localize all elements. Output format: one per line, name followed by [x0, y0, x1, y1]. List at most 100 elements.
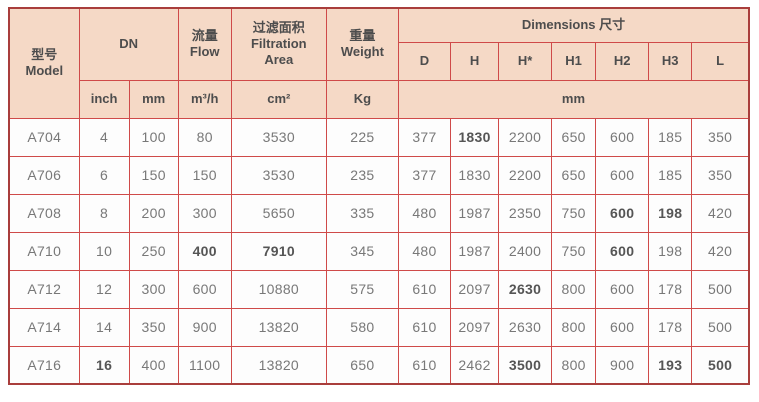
- model-cell: A706: [8, 155, 80, 195]
- model-cell: A716: [8, 345, 80, 385]
- table-body: A704 4 100 80 3530 225 377 1830 2200 650 600 185 350…: [8, 117, 750, 385]
- value-cell: 3530: [230, 155, 327, 195]
- value-cell: 10880: [230, 269, 327, 309]
- model-cell: A712: [8, 269, 80, 309]
- value-cell: 480: [397, 231, 451, 271]
- table-row: A708 8 200 300 5650 335 480 1987 2350 750 600 198 42…: [8, 193, 750, 233]
- value-cell: 8: [78, 193, 130, 233]
- value-cell: 350: [691, 117, 750, 157]
- value-cell: 225: [325, 117, 399, 157]
- value-cell: 2630: [498, 269, 553, 309]
- value-cell: 500: [691, 345, 750, 385]
- value-cell: 7910: [230, 231, 327, 271]
- table-row: A716 16 400 1100 13820 650 610 2462 3500 800 900 19…: [8, 345, 750, 385]
- value-cell: 650: [325, 345, 399, 385]
- value-cell: 350: [128, 307, 179, 347]
- header-dim-hstar: H*: [498, 41, 553, 81]
- value-cell: 250: [128, 231, 179, 271]
- header-dim-l: L: [691, 41, 750, 81]
- value-cell: 2097: [449, 307, 500, 347]
- value-cell: 350: [691, 155, 750, 195]
- value-cell: 610: [397, 269, 451, 309]
- header-dim-h: H: [449, 41, 500, 81]
- value-cell: 3530: [230, 117, 327, 157]
- spec-table: 型号 Model DN 流量 Flow 过滤面积 Filtration Area…: [8, 7, 750, 385]
- value-cell: 200: [128, 193, 179, 233]
- value-cell: 1830: [449, 155, 500, 195]
- table-row: A704 4 100 80 3530 225 377 1830 2200 650 600 185 350: [8, 117, 750, 157]
- header-dim-h2: H2: [595, 41, 650, 81]
- table-header: 型号 Model DN 流量 Flow 过滤面积 Filtration Area…: [8, 7, 750, 119]
- unit-weight: Kg: [325, 79, 399, 119]
- value-cell: 3500: [498, 345, 553, 385]
- value-cell: 600: [595, 231, 650, 271]
- value-cell: 100: [128, 117, 179, 157]
- value-cell: 185: [648, 155, 693, 195]
- model-cell: A714: [8, 307, 80, 347]
- header-flow: 流量 Flow: [177, 7, 232, 81]
- value-cell: 800: [551, 345, 597, 385]
- value-cell: 198: [648, 231, 693, 271]
- value-cell: 600: [595, 155, 650, 195]
- value-cell: 750: [551, 231, 597, 271]
- header-dim-d: D: [397, 41, 451, 81]
- value-cell: 900: [177, 307, 232, 347]
- value-cell: 420: [691, 193, 750, 233]
- unit-flow: m³/h: [177, 79, 232, 119]
- value-cell: 300: [128, 269, 179, 309]
- value-cell: 198: [648, 193, 693, 233]
- value-cell: 650: [551, 117, 597, 157]
- value-cell: 300: [177, 193, 232, 233]
- value-cell: 16: [78, 345, 130, 385]
- header-dim-h1: H1: [551, 41, 597, 81]
- value-cell: 600: [177, 269, 232, 309]
- value-cell: 80: [177, 117, 232, 157]
- value-cell: 10: [78, 231, 130, 271]
- value-cell: 2350: [498, 193, 553, 233]
- value-cell: 12: [78, 269, 130, 309]
- header-weight: 重量 Weight: [325, 7, 399, 81]
- value-cell: 335: [325, 193, 399, 233]
- header-dn: DN: [78, 7, 179, 81]
- value-cell: 13820: [230, 307, 327, 347]
- value-cell: 610: [397, 307, 451, 347]
- value-cell: 610: [397, 345, 451, 385]
- value-cell: 600: [595, 269, 650, 309]
- value-cell: 377: [397, 155, 451, 195]
- value-cell: 650: [551, 155, 597, 195]
- header-dimensions: Dimensions 尺寸: [397, 7, 750, 43]
- unit-dn-inch: inch: [78, 79, 130, 119]
- value-cell: 600: [595, 307, 650, 347]
- value-cell: 800: [551, 269, 597, 309]
- value-cell: 178: [648, 269, 693, 309]
- value-cell: 420: [691, 231, 750, 271]
- value-cell: 500: [691, 269, 750, 309]
- value-cell: 400: [128, 345, 179, 385]
- value-cell: 1987: [449, 231, 500, 271]
- value-cell: 600: [595, 193, 650, 233]
- value-cell: 150: [128, 155, 179, 195]
- unit-dimensions: mm: [397, 79, 750, 119]
- value-cell: 580: [325, 307, 399, 347]
- value-cell: 235: [325, 155, 399, 195]
- header-dim-h3: H3: [648, 41, 693, 81]
- table-row: A712 12 300 600 10880 575 610 2097 2630 800 600 178…: [8, 269, 750, 309]
- value-cell: 185: [648, 117, 693, 157]
- value-cell: 6: [78, 155, 130, 195]
- header-row-1: 型号 Model DN 流量 Flow 过滤面积 Filtration Area…: [8, 7, 750, 119]
- value-cell: 400: [177, 231, 232, 271]
- header-row-2: D H H* H1 H2 H3 L: [9, 41, 750, 81]
- value-cell: 2097: [449, 269, 500, 309]
- value-cell: 2630: [498, 307, 553, 347]
- value-cell: 480: [397, 193, 451, 233]
- value-cell: 2462: [449, 345, 500, 385]
- header-filtration-area: 过滤面积 Filtration Area: [230, 7, 327, 81]
- value-cell: 800: [551, 307, 597, 347]
- header-model: 型号 Model: [8, 7, 80, 119]
- table-row: A710 10 250 400 7910 345 480 1987 2400 750 600 198 4…: [8, 231, 750, 271]
- model-cell: A704: [8, 117, 80, 157]
- value-cell: 5650: [230, 193, 327, 233]
- value-cell: 1830: [449, 117, 500, 157]
- value-cell: 377: [397, 117, 451, 157]
- value-cell: 178: [648, 307, 693, 347]
